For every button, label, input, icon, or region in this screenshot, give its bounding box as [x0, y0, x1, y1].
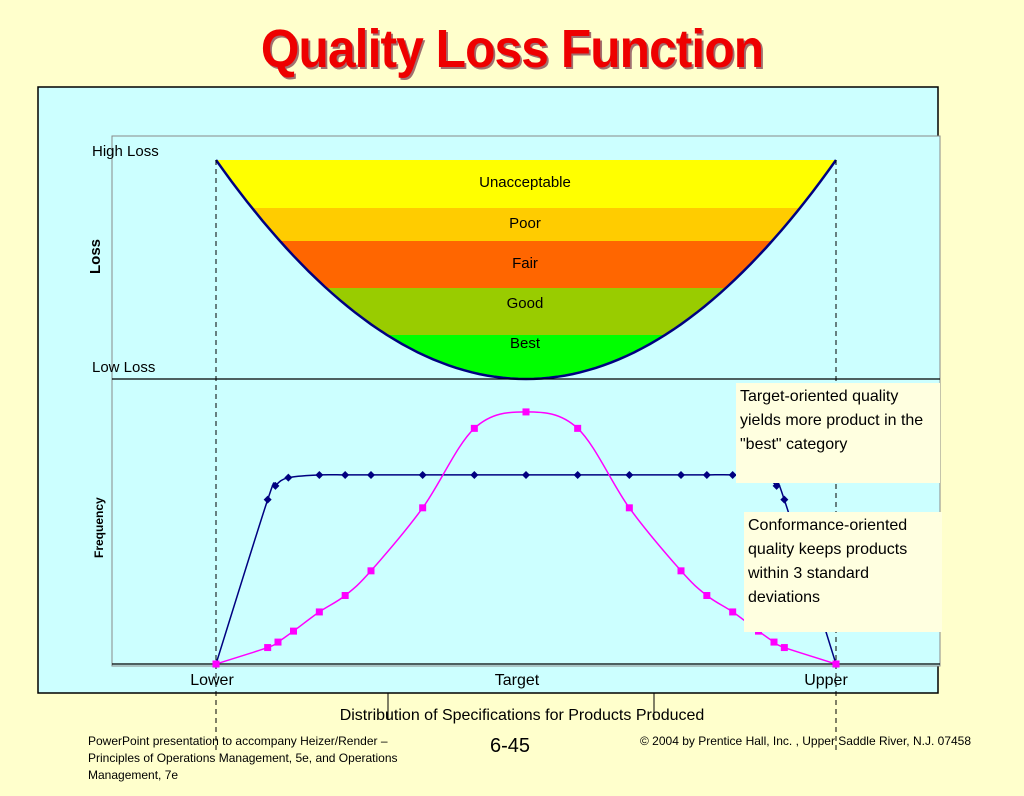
- series-0-point-3: [284, 473, 293, 482]
- series-1-point-6: [367, 567, 375, 575]
- y-tick-high-loss: High Loss: [92, 143, 159, 160]
- series-0-point-10: [573, 470, 582, 479]
- loss-axis-label: Loss: [87, 239, 104, 274]
- loss-band-0: [216, 160, 836, 208]
- band-label-poor: Poor: [509, 215, 541, 232]
- series-0-point-7: [418, 470, 427, 479]
- x-axis-title: Distribution of Specifications for Produ…: [340, 707, 705, 724]
- series-0-point-11: [625, 470, 634, 479]
- loss-band-3: [326, 288, 726, 335]
- series-1-point-9: [522, 408, 530, 416]
- series-1-point-0: [212, 660, 220, 668]
- series-0-point-4: [315, 470, 324, 479]
- series-1-point-2: [274, 638, 282, 646]
- series-1-point-14: [729, 608, 737, 616]
- x-tick-target: Target: [495, 672, 540, 689]
- y-tick-low-loss: Low Loss: [92, 359, 155, 376]
- series-0-point-16: [772, 481, 781, 490]
- series-1-point-1: [264, 644, 272, 652]
- series-1-point-13: [703, 592, 711, 599]
- loss-band-2: [279, 241, 773, 288]
- footer-copyright: © 2004 by Prentice Hall, Inc. , Upper Sa…: [640, 734, 972, 748]
- band-label-best: Best: [510, 335, 541, 352]
- x-tick-lower: Lower: [190, 672, 234, 689]
- footer-credit: PowerPoint presentation to accompany Hei…: [88, 734, 398, 782]
- series-1-point-7: [419, 504, 427, 512]
- series-1-point-10: [574, 424, 582, 432]
- series-1-point-16: [770, 638, 778, 646]
- loss-band-4: [387, 335, 665, 379]
- note-conformance-oriented: Conformance-oriented quality keeps produ…: [744, 512, 942, 632]
- series-1-point-11: [625, 504, 633, 512]
- slide-title: Quality Loss Function: [260, 19, 764, 79]
- series-0-point-8: [470, 470, 479, 479]
- series-1-point-3: [290, 627, 297, 635]
- series-0-point-5: [341, 470, 350, 479]
- series-1-point-12: [677, 567, 685, 575]
- series-0-point-13: [702, 470, 711, 479]
- band-label-good: Good: [507, 295, 544, 312]
- series-1-point-8: [470, 424, 478, 432]
- note-target-oriented: Target-oriented quality yields more prod…: [736, 383, 940, 483]
- series-0-point-12: [677, 470, 685, 479]
- series-1-point-5: [341, 592, 349, 599]
- series-1-point-17: [780, 644, 788, 652]
- slide-number: 6-45: [490, 735, 531, 757]
- x-tick-upper: Upper: [804, 672, 848, 689]
- series-0-point-6: [367, 470, 375, 479]
- frequency-axis-label: Frequency: [92, 497, 106, 558]
- series-0-point-9: [522, 470, 530, 479]
- loss-bands: [216, 160, 836, 379]
- series-0-point-2: [271, 481, 280, 490]
- series-0-point-17: [780, 495, 789, 504]
- series-1-point-4: [315, 608, 323, 616]
- series-0-point-1: [263, 495, 272, 504]
- series-1-point-18: [832, 660, 840, 668]
- band-label-fair: Fair: [512, 255, 538, 272]
- series-0-point-14: [728, 470, 737, 479]
- loss-band-1: [252, 208, 800, 241]
- band-label-unacceptable: Unacceptable: [479, 174, 571, 191]
